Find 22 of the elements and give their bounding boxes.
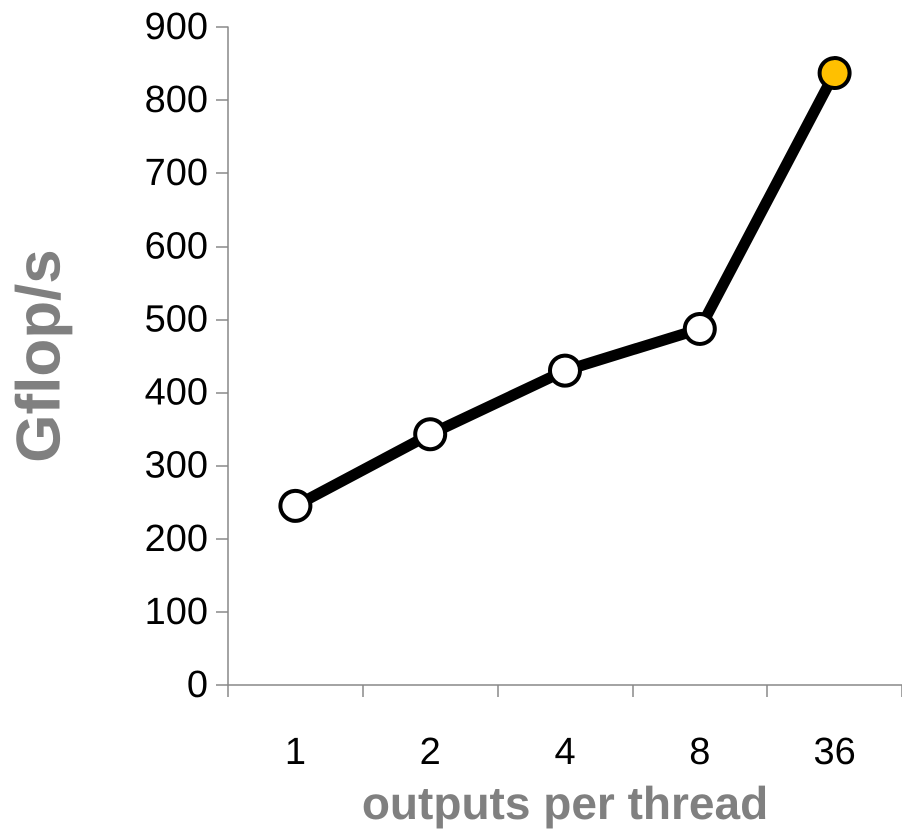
y-tick-label: 300 bbox=[144, 444, 208, 487]
x-tick-label: 8 bbox=[689, 731, 710, 773]
y-tick-label: 100 bbox=[144, 590, 208, 633]
point bbox=[278, 488, 312, 523]
y-tick-label: 600 bbox=[144, 225, 208, 268]
y-tick-label: 200 bbox=[144, 518, 208, 560]
x-tick-label: 36 bbox=[813, 731, 856, 773]
y-tick-label: 800 bbox=[144, 79, 208, 122]
y-tick-label: 700 bbox=[144, 152, 208, 194]
x-tick-label: 2 bbox=[420, 731, 441, 773]
x-tick-label: 1 bbox=[284, 731, 306, 773]
y-tick-label: 0 bbox=[186, 664, 208, 706]
point bbox=[548, 354, 582, 388]
y-tick-label: 400 bbox=[144, 372, 208, 414]
y-tick-label: 500 bbox=[144, 298, 208, 340]
point bbox=[682, 312, 717, 346]
y-axis-title: Gflop/s bbox=[4, 249, 74, 463]
x-axis-title: outputs per thread bbox=[362, 777, 768, 829]
point bbox=[413, 417, 448, 452]
point bbox=[818, 56, 852, 90]
y-tick-label: 900 bbox=[144, 6, 208, 48]
x-tick-label: 4 bbox=[554, 731, 576, 773]
